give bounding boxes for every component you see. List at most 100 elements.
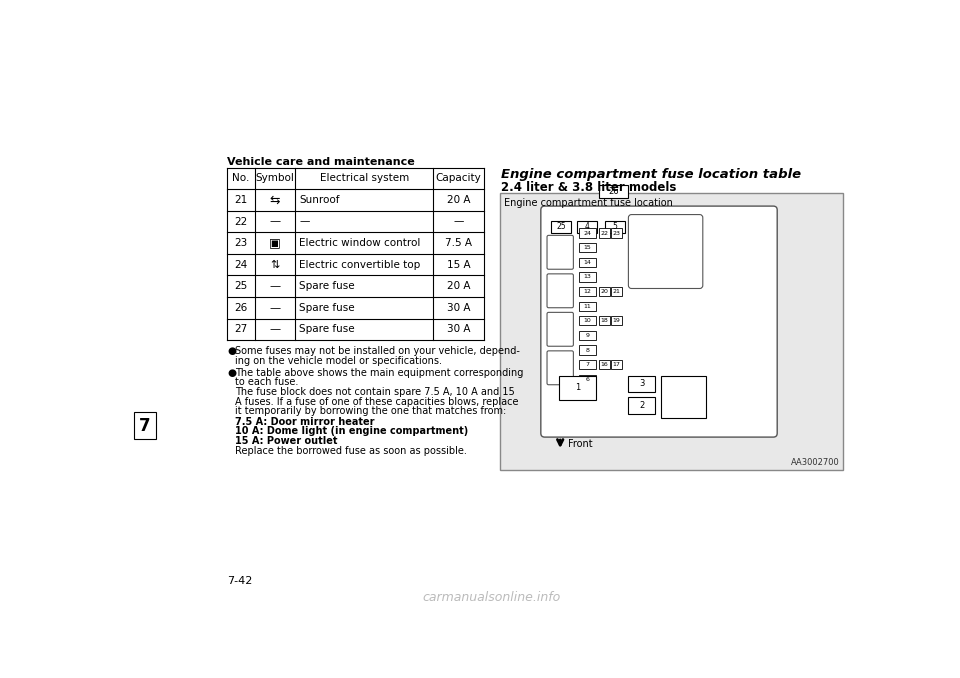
Bar	[579, 375, 596, 384]
Bar	[500, 193, 843, 471]
Text: 10 A: Dome light (in engine compartment): 10 A: Dome light (in engine compartment)	[235, 426, 468, 437]
Bar	[612, 316, 622, 325]
Text: 30 A: 30 A	[447, 303, 470, 313]
Text: Sunroof: Sunroof	[299, 195, 340, 205]
Text: 22: 22	[600, 231, 609, 235]
Text: 23: 23	[612, 231, 621, 235]
Text: 19: 19	[612, 319, 621, 323]
Text: Replace the borrowed fuse as soon as possible.: Replace the borrowed fuse as soon as pos…	[235, 445, 468, 456]
FancyBboxPatch shape	[629, 214, 703, 289]
Text: 26: 26	[609, 187, 619, 196]
Text: Spare fuse: Spare fuse	[299, 324, 354, 334]
Text: —: —	[270, 216, 280, 226]
Text: ing on the vehicle model or specifications.: ing on the vehicle model or specificatio…	[235, 356, 443, 366]
Text: ●: ●	[227, 346, 236, 356]
Text: carmanualsonline.info: carmanualsonline.info	[422, 591, 562, 604]
Text: —: —	[270, 303, 280, 313]
Text: 2: 2	[639, 401, 644, 410]
FancyBboxPatch shape	[547, 235, 573, 269]
Text: No.: No.	[232, 174, 250, 183]
Text: it temporarily by borrowing the one that matches from:: it temporarily by borrowing the one that…	[235, 406, 507, 416]
Bar	[579, 331, 596, 340]
Text: 1: 1	[575, 383, 580, 393]
Text: 9: 9	[586, 333, 589, 338]
Bar	[660, 376, 706, 418]
FancyBboxPatch shape	[547, 351, 573, 384]
Text: 6: 6	[586, 377, 589, 382]
Bar	[599, 360, 610, 370]
Text: 7: 7	[139, 416, 151, 435]
Text: 30 A: 30 A	[447, 324, 470, 334]
Bar	[579, 243, 596, 252]
Text: The fuse block does not contain spare 7.5 A, 10 A and 15: The fuse block does not contain spare 7.…	[235, 387, 516, 397]
Bar	[599, 316, 610, 325]
Bar	[579, 302, 596, 311]
Text: 25: 25	[556, 222, 565, 231]
Text: 21: 21	[612, 289, 621, 294]
Text: ⇅: ⇅	[271, 260, 279, 270]
Text: 10: 10	[584, 319, 591, 323]
Text: 7: 7	[586, 362, 589, 367]
Bar	[551, 221, 571, 233]
Text: —: —	[299, 216, 309, 226]
Text: 7.5 A: 7.5 A	[445, 238, 472, 248]
Text: AA3002700: AA3002700	[791, 458, 840, 467]
Text: 17: 17	[612, 362, 621, 367]
Text: The table above shows the main equipment corresponding: The table above shows the main equipment…	[235, 367, 524, 378]
Text: 13: 13	[584, 275, 591, 279]
Bar	[629, 376, 655, 393]
Bar	[579, 316, 596, 325]
Text: ⇆: ⇆	[270, 193, 280, 206]
Text: 8: 8	[586, 348, 589, 353]
Bar	[629, 397, 655, 414]
Text: —: —	[270, 281, 280, 291]
Text: Electric window control: Electric window control	[299, 238, 420, 248]
Bar	[134, 412, 156, 439]
Text: 20: 20	[600, 289, 609, 294]
Text: —: —	[270, 324, 280, 334]
Text: Spare fuse: Spare fuse	[299, 303, 354, 313]
Bar	[559, 376, 596, 400]
Text: Front: Front	[568, 439, 592, 449]
Text: 24: 24	[584, 231, 591, 235]
Text: —: —	[453, 216, 464, 226]
Text: 15 A: Power outlet: 15 A: Power outlet	[235, 436, 338, 446]
Text: 12: 12	[584, 289, 591, 294]
Bar	[605, 221, 625, 233]
Text: ●: ●	[227, 367, 236, 378]
Text: 15 A: 15 A	[446, 260, 470, 270]
Text: Electric convertible top: Electric convertible top	[299, 260, 420, 270]
Text: Vehicle care and maintenance: Vehicle care and maintenance	[227, 157, 415, 167]
Text: 24: 24	[234, 260, 248, 270]
Text: 21: 21	[234, 195, 248, 205]
Text: Spare fuse: Spare fuse	[299, 281, 354, 291]
Text: Engine compartment fuse location: Engine compartment fuse location	[504, 197, 673, 207]
Text: 11: 11	[584, 304, 591, 308]
FancyBboxPatch shape	[540, 206, 778, 437]
Text: Symbol: Symbol	[255, 174, 295, 183]
Bar	[599, 228, 610, 238]
FancyBboxPatch shape	[547, 274, 573, 308]
Bar	[612, 287, 622, 296]
Text: 14: 14	[584, 260, 591, 265]
Text: Capacity: Capacity	[436, 174, 482, 183]
Bar	[579, 273, 596, 281]
Text: 22: 22	[234, 216, 248, 226]
Text: 26: 26	[234, 303, 248, 313]
Text: Engine compartment fuse location table: Engine compartment fuse location table	[501, 167, 802, 180]
Text: 25: 25	[234, 281, 248, 291]
Text: 20 A: 20 A	[447, 281, 470, 291]
Text: 23: 23	[234, 238, 248, 248]
Text: 3: 3	[639, 380, 644, 388]
Text: to each fuse.: to each fuse.	[235, 378, 299, 387]
Bar	[599, 185, 629, 197]
Bar	[577, 221, 597, 233]
Text: 7.5 A: Door mirror heater: 7.5 A: Door mirror heater	[235, 417, 375, 426]
Text: 27: 27	[234, 324, 248, 334]
Bar	[579, 258, 596, 267]
Text: 18: 18	[601, 319, 609, 323]
Text: 15: 15	[584, 245, 591, 250]
Bar	[612, 228, 622, 238]
Text: 20 A: 20 A	[447, 195, 470, 205]
Text: 2.4 liter & 3.8 liter models: 2.4 liter & 3.8 liter models	[501, 182, 677, 195]
